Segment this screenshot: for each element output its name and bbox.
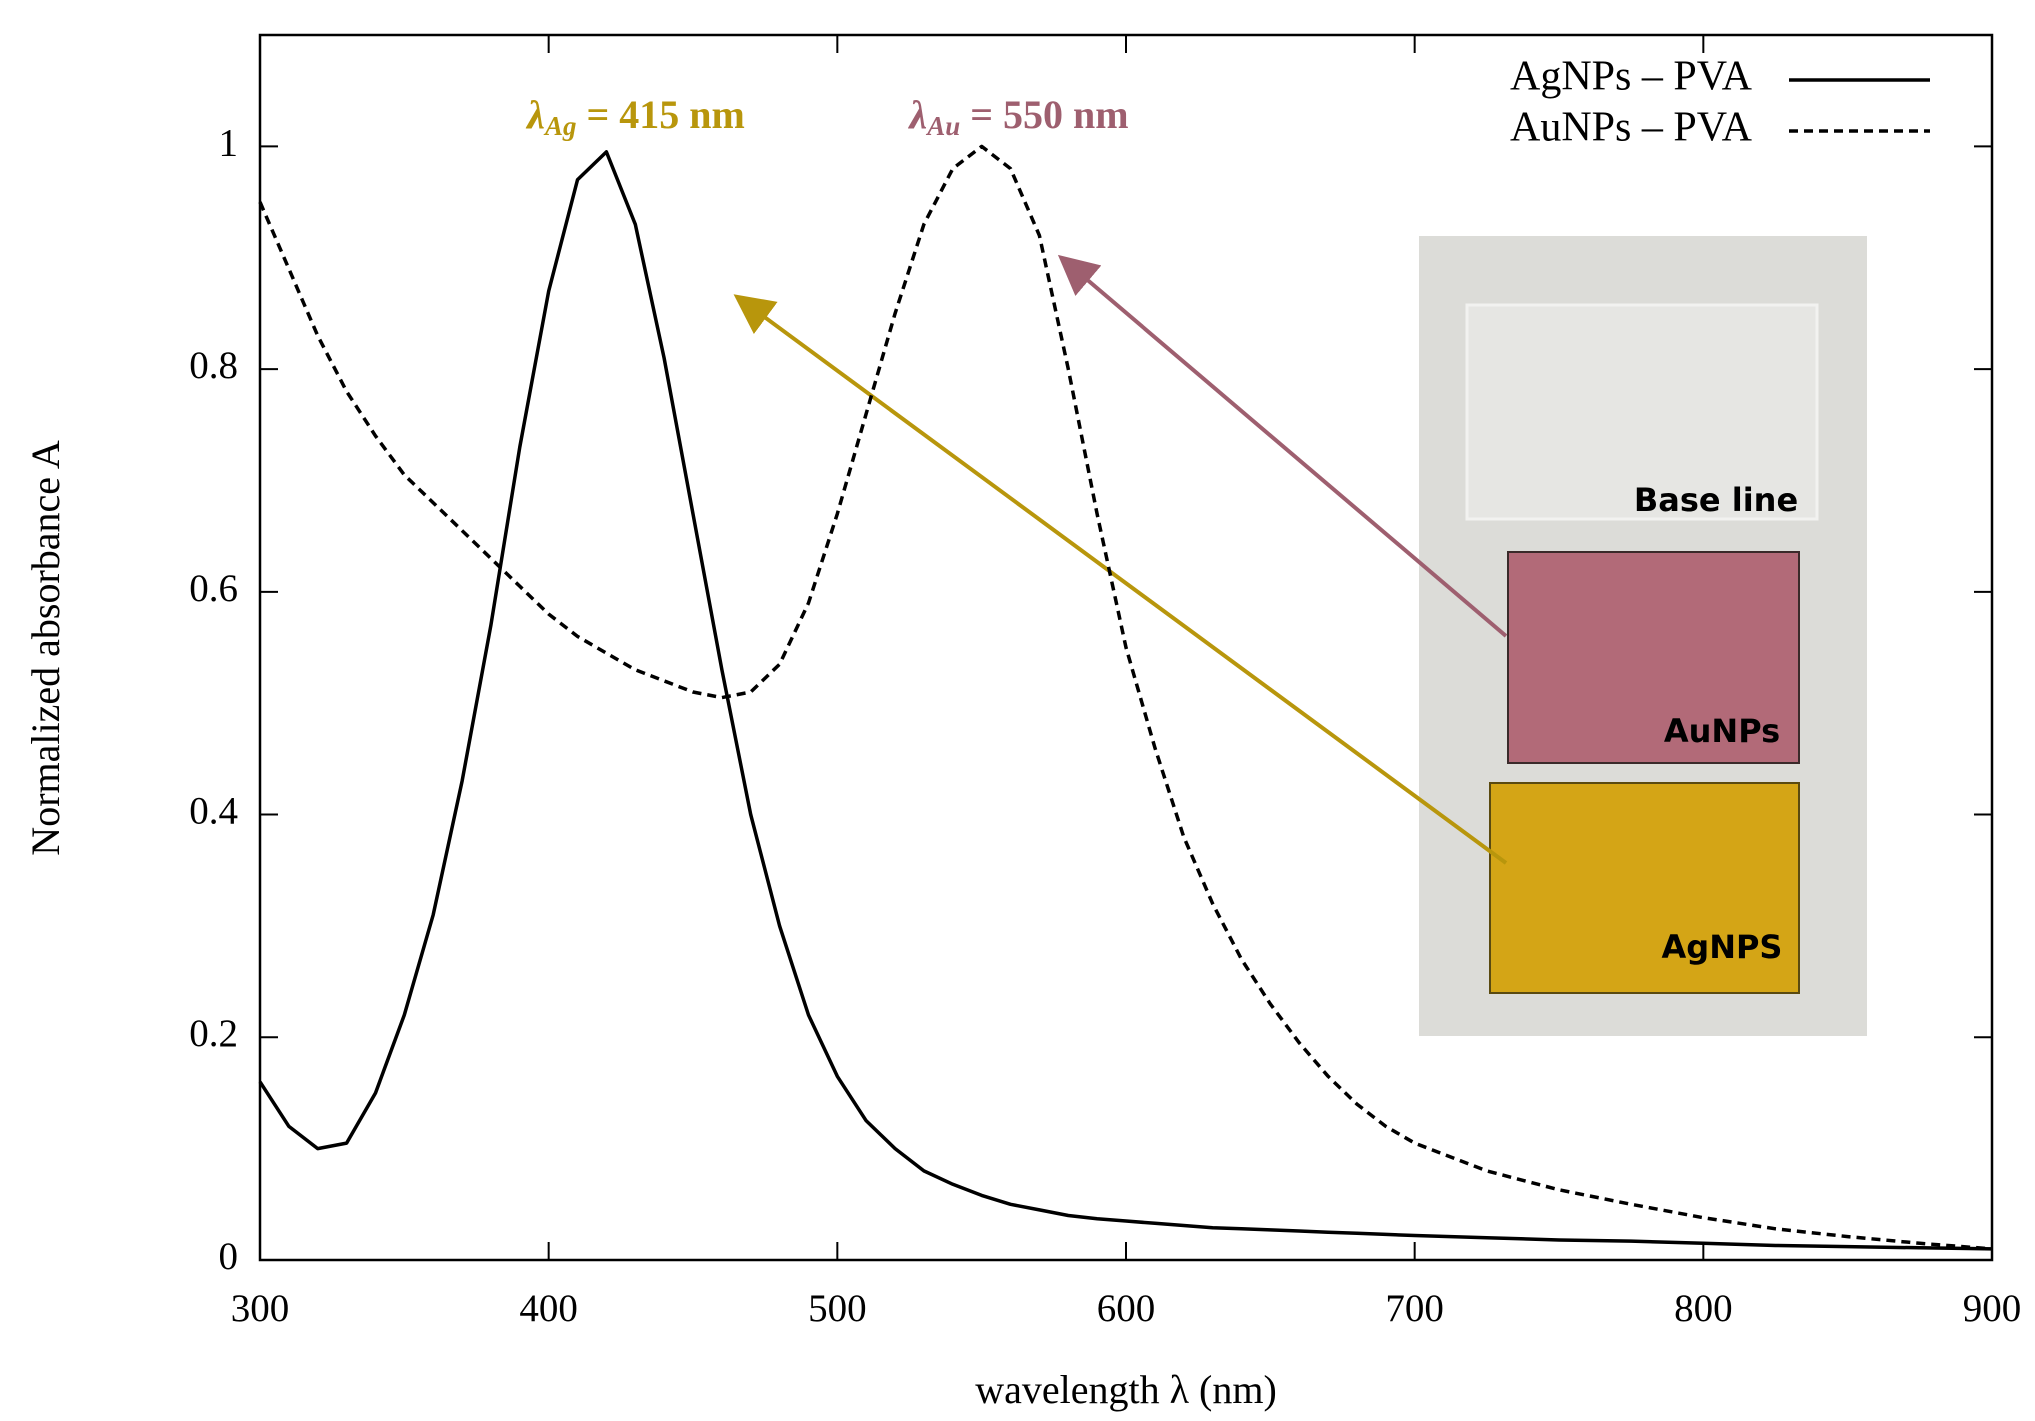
y-tick-label: 0.6 [189,567,238,610]
arrow [733,294,1508,865]
y-tick-label: 0.8 [189,344,238,387]
inset-label: AuNPs [1664,712,1780,750]
annotation: λAu = 550 nm [907,92,1128,141]
x-tick-label: 300 [231,1287,290,1330]
x-tick-label: 400 [519,1287,578,1330]
au-film [1507,551,1800,764]
x-axis-label: wavelength λ (nm) [975,1367,1277,1412]
y-tick-label: 1 [219,121,239,164]
annotation-text: = 550 nm [960,92,1128,137]
arrow [1057,254,1508,638]
x-tick-label: 500 [808,1287,867,1330]
y-tick-label: 0.4 [189,789,238,832]
ag-film [1489,782,1800,994]
y-axis-label: Normalized absorbance A [23,440,68,856]
legend-label: AgNPs – PVA [1510,54,1753,100]
annotation-symbol: λ [525,92,545,137]
annotation: λAg = 415 nm [525,92,745,141]
legend-label: AuNPs – PVA [1510,105,1753,151]
series-line [258,150,1993,1251]
annotation-symbol: λ [907,92,927,137]
y-tick-label: 0.2 [189,1012,238,1055]
annotation-subscript: Ag [543,111,577,141]
inset-label: Base line [1634,481,1798,519]
x-tick-label: 800 [1674,1287,1733,1330]
baseline-film [1465,303,1819,521]
x-tick-label: 600 [1097,1287,1156,1330]
y-tick-label: 0 [219,1235,239,1278]
annotation-subscript: Au [925,111,960,141]
x-tick-label: 700 [1385,1287,1444,1330]
photo-inset: Base line AuNPs AgNPS [1419,236,1867,1036]
inset-label: AgNPS [1662,928,1783,966]
annotation-text: = 415 nm [576,92,744,137]
x-tick-label: 900 [1963,1287,2022,1330]
